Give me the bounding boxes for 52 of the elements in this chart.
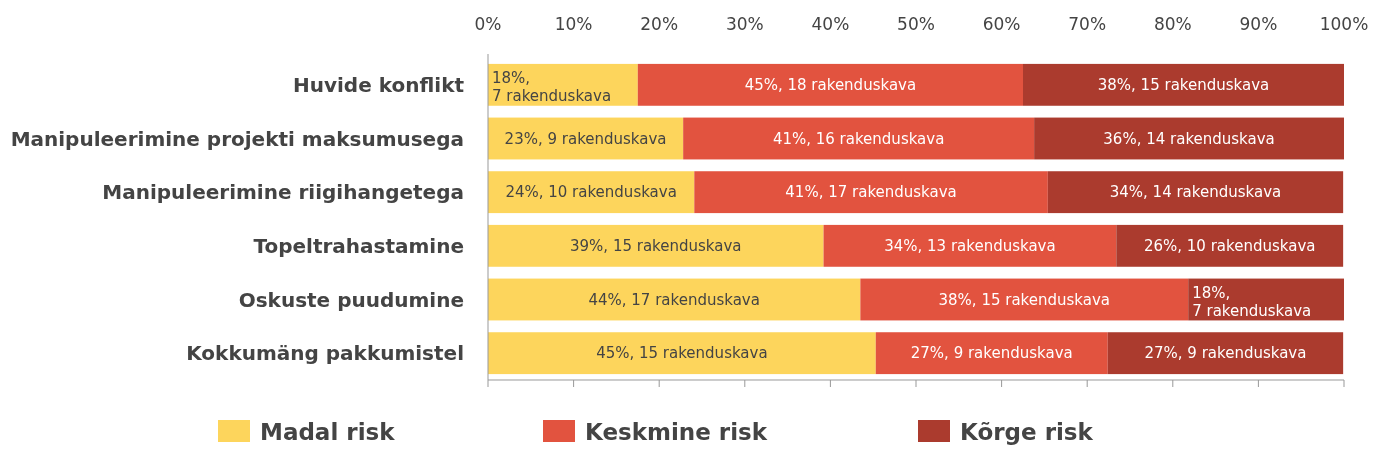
data-label: 18%, 7 rakenduskava	[492, 68, 612, 105]
bar	[683, 117, 1035, 160]
data-label: 26%, 10 rakenduskava	[1143, 237, 1316, 256]
y-tick-label: Manipuleerimine riigihangetega	[102, 180, 464, 205]
y-tick-label: Manipuleerimine projekti maksumusega	[10, 126, 464, 151]
bar	[1107, 332, 1344, 375]
x-tick-label: 60%	[982, 14, 1021, 34]
x-tick-label: 20%	[640, 14, 679, 34]
data-label: 34%, 13 rakenduskava	[884, 237, 1056, 256]
data-label: 27%, 9 rakenduskava	[910, 344, 1073, 363]
bar	[1023, 63, 1344, 106]
data-label: 23%, 9 rakenduskava	[504, 129, 667, 148]
bar	[1034, 117, 1344, 160]
x-tick-label: 40%	[811, 14, 850, 34]
x-tick-label: 0%	[474, 14, 502, 34]
y-tick-label: Oskuste puudumine	[238, 287, 464, 312]
bar	[488, 224, 824, 267]
x-tick-label: 100%	[1319, 14, 1369, 34]
y-tick-label: Kokkumäng pakkumistel	[186, 341, 464, 366]
data-label: 18%, 7 rakenduskava	[1192, 283, 1312, 320]
data-label: 38%, 15 rakenduskava	[938, 290, 1111, 309]
bar	[823, 224, 1117, 267]
x-tick-label: 10%	[554, 14, 593, 34]
bar	[1047, 171, 1344, 214]
data-label: 36%, 14 rakenduskava	[1103, 129, 1275, 148]
data-label: 38%, 15 rakenduskava	[1097, 76, 1270, 95]
x-tick-label: 90%	[1239, 14, 1278, 34]
data-label: 39%, 15 rakenduskava	[570, 237, 742, 256]
data-label: 41%, 17 rakenduskava	[785, 183, 957, 202]
bar	[488, 278, 861, 321]
x-tick-label: 70%	[1068, 14, 1107, 34]
bar	[694, 171, 1048, 214]
bar	[1116, 224, 1344, 267]
x-tick-label: 80%	[1153, 14, 1192, 34]
data-label: 34%, 14 rakenduskava	[1109, 183, 1282, 202]
data-label: 45%, 15 rakenduskava	[596, 344, 768, 363]
data-label: 45%, 18 rakenduskava	[744, 76, 917, 95]
bar	[488, 332, 876, 375]
legend-label: Keskmine risk	[585, 419, 768, 446]
legend-label: Kõrge risk	[960, 419, 1094, 446]
bar	[875, 332, 1108, 375]
x-tick-label: 50%	[897, 14, 935, 34]
x-tick-label: 30%	[725, 14, 764, 34]
y-tick-label: Topeltrahastamine	[253, 233, 464, 258]
data-label: 24%, 10 rakenduskava	[505, 183, 677, 202]
y-tick-label: Huvide konflikt	[293, 72, 465, 97]
bar	[860, 278, 1189, 321]
data-label: 27%, 9 rakenduskava	[1144, 344, 1307, 363]
bar	[637, 63, 1023, 106]
legend-label: Madal risk	[260, 419, 396, 446]
data-label: 44%, 17 rakenduskava	[588, 290, 760, 309]
data-label: 41%, 16 rakenduskava	[772, 129, 945, 148]
